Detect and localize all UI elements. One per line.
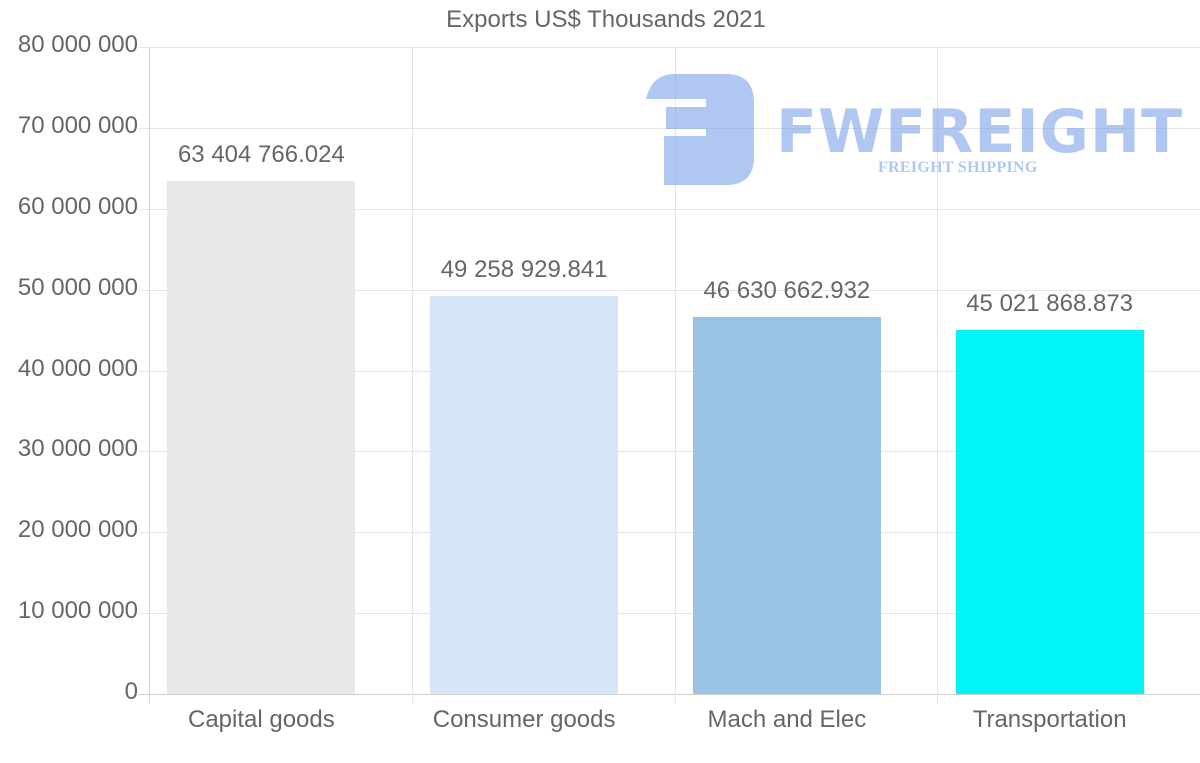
x-tick-label: Mach and Elec: [707, 706, 867, 733]
bar-transportation[interactable]: [955, 329, 1144, 694]
gridline-horizontal: [139, 209, 1200, 210]
gridline-horizontal: [139, 694, 1200, 695]
bar-value-label: 49 258 929.841: [440, 255, 608, 283]
bar-value-label: 45 021 868.873: [966, 289, 1134, 317]
x-tick-label: Capital goods: [187, 706, 335, 733]
gridline-horizontal: [139, 47, 1200, 48]
bar-value-label: 63 404 766.024: [177, 141, 345, 169]
bar-mach-and-elec[interactable]: [692, 316, 881, 694]
gridline-horizontal: [139, 532, 1200, 533]
bar-consumer-goods[interactable]: [430, 295, 619, 694]
y-tick-label: 60 000 000: [17, 193, 138, 220]
x-tick-label: Consumer goods: [432, 706, 616, 733]
gridline-vertical: [149, 47, 150, 703]
gridline-horizontal: [139, 613, 1200, 614]
gridline-vertical: [937, 47, 938, 703]
y-tick-label: 50 000 000: [17, 274, 138, 301]
y-tick-label: 70 000 000: [17, 112, 138, 139]
y-tick-label: 80 000 000: [17, 31, 138, 58]
gridline-horizontal: [139, 371, 1200, 372]
y-tick-label: 20 000 000: [17, 516, 138, 543]
y-tick-label: 40 000 000: [17, 355, 138, 382]
y-tick-label: 0: [124, 678, 138, 705]
gridline-horizontal: [139, 290, 1200, 291]
bar-value-label: 46 630 662.932: [703, 276, 871, 304]
bar-capital-goods[interactable]: [167, 181, 356, 694]
gridline-vertical: [675, 47, 676, 703]
y-tick-label: 30 000 000: [17, 435, 138, 462]
gridline-horizontal: [139, 128, 1200, 129]
gridline-vertical: [412, 47, 413, 703]
chart-title: Exports US$ Thousands 2021: [446, 6, 766, 33]
gridline-horizontal: [139, 451, 1200, 452]
x-tick-label: Transportation: [972, 706, 1127, 733]
y-tick-label: 10 000 000: [17, 597, 138, 624]
plot-area: 63 404 766.024 49 258 929.841 46 630 662.9…: [139, 47, 1200, 703]
